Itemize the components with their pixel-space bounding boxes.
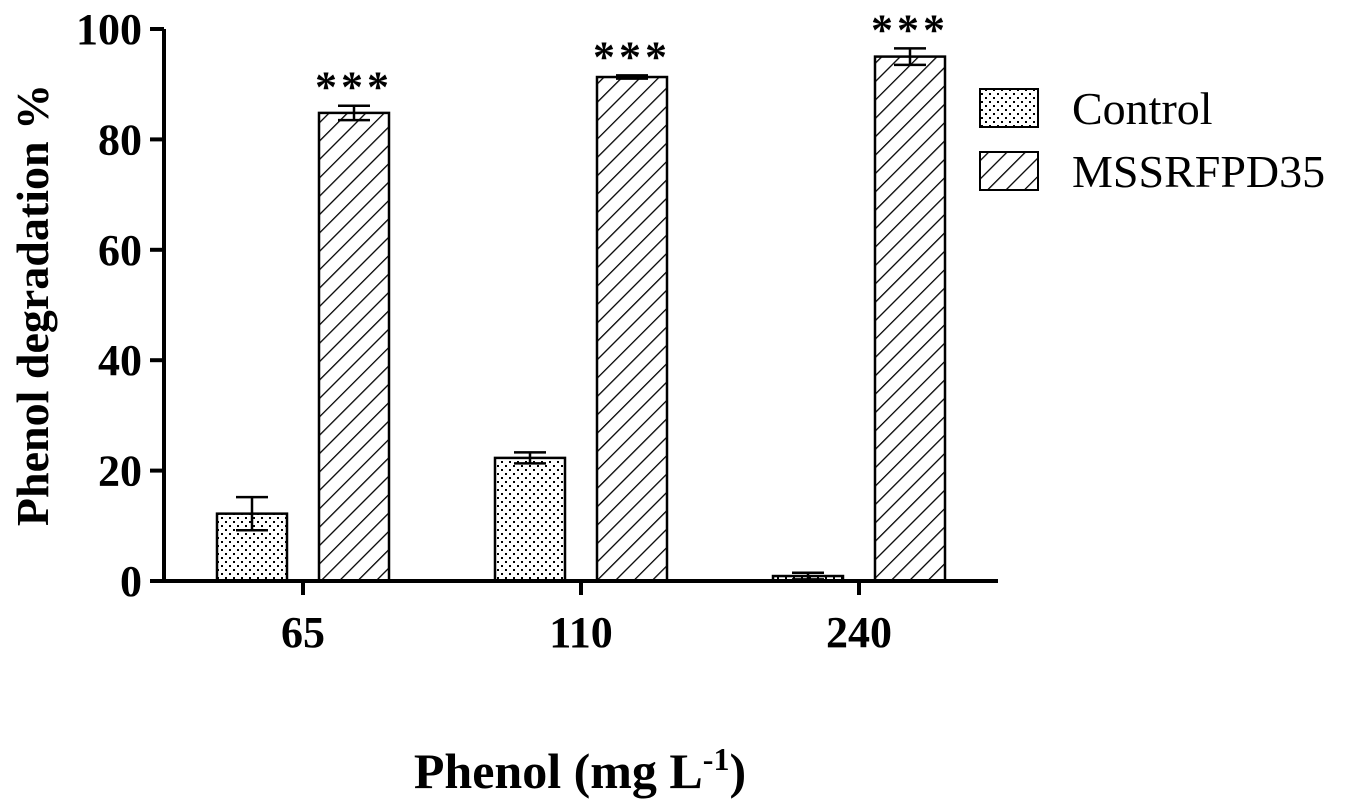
x-axis-title-suffix: ) (729, 743, 746, 799)
y-tick-label: 0 (120, 557, 142, 606)
legend-swatch-control (979, 88, 1039, 128)
error-bar-mssrfpd35 (894, 47, 926, 67)
y-axis-title: Phenol degradation % (7, 84, 58, 526)
legend-item-mssrfpd35: MSSRFPD35 (979, 146, 1325, 197)
axes-layer (162, 29, 998, 583)
y-tick-label: 60 (98, 226, 142, 275)
significance-label: *** (593, 32, 671, 81)
legend-swatch-mssrfpd35 (979, 151, 1039, 191)
x-axis-title-main: Phenol (mg L (414, 743, 703, 799)
bars-layer: *** *** *** (215, 5, 949, 583)
y-tick-label: 100 (76, 5, 142, 54)
bar-mssrfpd35 (595, 75, 669, 583)
significance-label: *** (871, 5, 949, 54)
error-bar-mssrfpd35 (338, 104, 370, 122)
x-axis-title-superscript: -1 (703, 741, 730, 777)
legend-label-control: Control (1072, 83, 1213, 134)
bar-mssrfpd35 (317, 111, 391, 583)
x-tick-label: 65 (281, 608, 325, 657)
ticks-layer: 0 20 40 60 80 100 65 110 240 (76, 5, 892, 657)
significance-label: *** (315, 63, 393, 112)
error-bar-mssrfpd35 (616, 74, 648, 80)
error-bar-control (236, 495, 268, 532)
error-bar-control (514, 451, 546, 465)
legend-label-mssrfpd35: MSSRFPD35 (1072, 146, 1325, 197)
x-tick-label: 110 (549, 608, 613, 657)
bar-mssrfpd35 (873, 55, 947, 583)
legend: Control MSSRFPD35 (979, 83, 1325, 197)
y-tick-label: 40 (98, 336, 142, 385)
bar-control (493, 456, 567, 583)
x-tick-label: 240 (826, 608, 892, 657)
y-tick-label: 20 (98, 447, 142, 496)
legend-item-control: Control (979, 83, 1213, 134)
x-axis-title: Phenol (mg L-1) (414, 741, 746, 799)
y-tick-label: 80 (98, 115, 142, 164)
